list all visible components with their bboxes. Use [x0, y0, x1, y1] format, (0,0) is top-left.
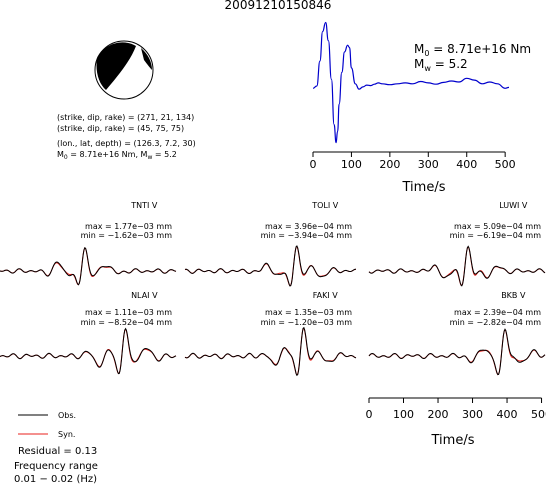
observed-trace — [368, 245, 546, 287]
synthetic-trace — [184, 245, 356, 287]
stf-m0-symbol: M — [414, 42, 424, 56]
wave-x-tick-label: 100 — [393, 408, 414, 421]
stf-line — [312, 21, 510, 144]
legend-syn-label: Syn. — [58, 430, 75, 439]
strike-dip-rake-1: (strike, dip, rake) = (271, 21, 134) — [57, 113, 194, 122]
m0-subscript: 0 — [64, 154, 68, 161]
stf-m0-subscript: 0 — [424, 49, 429, 58]
station-min: min = −1.62e−03 mm — [81, 231, 173, 240]
legend-obs-label: Obs. — [58, 411, 76, 420]
observed-trace — [368, 328, 546, 376]
synthetic-trace — [368, 245, 546, 286]
station-min: min = −3.94e−04 mm — [261, 231, 353, 240]
stf-x-tick-label: 200 — [379, 158, 400, 171]
stf-x-tick-label: 0 — [310, 158, 317, 171]
station-name: BKB V — [501, 291, 526, 300]
source-time-function-chart: 0 100 200 300 400 500 Time/s — [310, 21, 516, 195]
beachball-icon — [94, 40, 154, 100]
mw-subscript: w — [147, 154, 152, 161]
waveform-time-axis: 0 100 200 300 400 500 Time/s — [366, 397, 546, 448]
stf-m0: M0 = 8.71e+16 Nm — [414, 42, 531, 58]
stf-mw: Mw = 5.2 — [414, 57, 468, 73]
wave-x-tick-label: 300 — [462, 408, 483, 421]
legend: Obs. Syn. Residual = 0.13 Frequency rang… — [14, 411, 98, 485]
station-min: min = −1.20e−03 mm — [261, 318, 353, 327]
figure-title: 20091210150846 — [225, 0, 332, 12]
station-name: LUWI V — [499, 201, 528, 210]
wave-x-tick-label: 400 — [497, 408, 518, 421]
frequency-title: Frequency range — [14, 461, 98, 472]
station-max: max = 3.96e−04 mm — [265, 222, 352, 231]
station-max: max = 2.39e−04 mm — [454, 308, 541, 317]
station-name: FAKI V — [313, 291, 338, 300]
observed-trace — [0, 327, 177, 375]
stf-mw-symbol: M — [414, 57, 424, 71]
station-max: max = 1.35e−03 mm — [265, 308, 352, 317]
synthetic-trace — [0, 247, 177, 286]
stf-x-tick-label: 500 — [495, 158, 516, 171]
synthetic-trace — [0, 328, 177, 375]
station-name: TOLI V — [311, 201, 339, 210]
residual-text: Residual = 0.13 — [18, 446, 97, 457]
location-depth: (lon., lat, depth) = (126.3, 7.2, 30) — [57, 139, 196, 148]
stf-annotation: M0 = 8.71e+16 Nm Mw = 5.2 — [414, 42, 531, 73]
stf-x-tick-label: 100 — [341, 158, 362, 171]
station-name: NLAI V — [131, 291, 158, 300]
stf-mw-value: = 5.2 — [431, 57, 468, 71]
observed-trace — [184, 326, 357, 377]
station-max: max = 1.11e−03 mm — [85, 308, 172, 317]
station-min: min = −6.19e−04 mm — [450, 231, 542, 240]
m0-text: = 8.71e+16 Nm, M — [68, 150, 148, 159]
moment-magnitude-line: M0 = 8.71e+16 Nm, Mw = 5.2 — [57, 150, 177, 161]
wave-x-tick-label: 200 — [428, 408, 449, 421]
station-max: max = 1.77e−03 mm — [85, 222, 172, 231]
stf-x-label: Time/s — [402, 180, 446, 195]
wave-x-tick-label: 0 — [366, 408, 373, 421]
source-parameters: (strike, dip, rake) = (271, 21, 134) (st… — [57, 113, 196, 161]
stf-mw-subscript: w — [424, 64, 431, 73]
wave-x-tick-label: 500 — [531, 408, 546, 421]
station-min: min = −8.52e−04 mm — [81, 318, 173, 327]
station-name: TNTI V — [130, 201, 158, 210]
m0-symbol: M — [57, 150, 64, 159]
stf-x-tick-label: 400 — [456, 158, 477, 171]
synthetic-trace — [368, 328, 546, 376]
strike-dip-rake-2: (strike, dip, rake) = (45, 75, 75) — [57, 124, 184, 133]
mw-text: = 5.2 — [152, 150, 177, 159]
stf-x-tick-label: 300 — [418, 158, 439, 171]
stf-m0-value: = 8.71e+16 Nm — [429, 42, 531, 56]
synthetic-trace — [184, 327, 357, 376]
wave-x-label: Time/s — [431, 433, 475, 448]
frequency-range: 0.01 − 0.02 (Hz) — [14, 474, 97, 485]
observed-trace — [184, 245, 356, 287]
observed-trace — [0, 247, 177, 286]
station-min: min = −2.82e−04 mm — [450, 318, 542, 327]
station-max: max = 5.09e−04 mm — [454, 222, 541, 231]
